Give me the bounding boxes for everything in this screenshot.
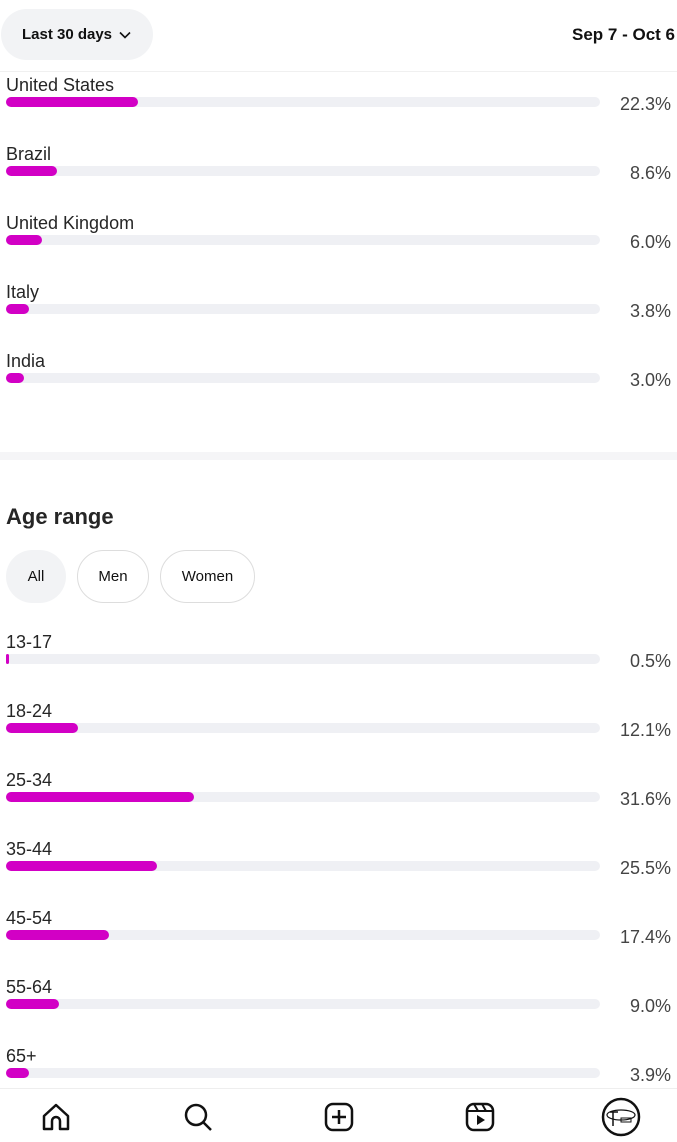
stat-row: India 3.0% [0, 351, 677, 420]
bar-fill [6, 166, 58, 176]
row-label: United States [6, 75, 115, 95]
bar-fill [6, 97, 139, 107]
stat-row: 25-34 31.6% [0, 770, 677, 839]
chevron-down-icon [119, 31, 131, 39]
filter-women[interactable]: Women [160, 550, 255, 603]
bar-fill [6, 792, 194, 802]
bar-fill [6, 930, 110, 940]
section-divider [0, 452, 677, 460]
bar-fill [6, 999, 60, 1009]
bar-fill [6, 373, 24, 383]
stat-row: United Kingdom 6.0% [0, 213, 677, 282]
row-percent: 12.1% [619, 720, 671, 740]
stat-row: 65+ 3.9% [0, 1046, 677, 1115]
create-icon[interactable] [323, 1101, 355, 1138]
bar-fill [6, 861, 158, 871]
row-percent: 3.9% [629, 1065, 671, 1085]
date-range-text: Sep 7 - Oct 6 [572, 25, 675, 44]
home-icon[interactable] [40, 1101, 72, 1138]
row-label: Italy [6, 282, 40, 302]
row-label: 18-24 [6, 701, 53, 721]
date-range-dropdown[interactable]: Last 30 days [1, 9, 153, 60]
row-percent: 0.5% [629, 651, 671, 671]
bottom-nav [0, 1088, 677, 1140]
stat-row: United States 22.3% [0, 75, 677, 144]
row-percent: 3.8% [629, 301, 671, 321]
bar-fill [6, 304, 29, 314]
bar-track [6, 723, 600, 733]
filter-label: Women [181, 568, 234, 585]
row-percent: 22.3% [619, 94, 671, 114]
stat-row: Italy 3.8% [0, 282, 677, 351]
bar-fill [6, 235, 42, 245]
bar-track [6, 999, 600, 1009]
row-percent: 17.4% [619, 927, 671, 947]
stat-row: 55-64 9.0% [0, 977, 677, 1046]
filter-label: All [27, 568, 45, 585]
row-percent: 8.6% [629, 163, 671, 183]
stat-row: 13-17 0.5% [0, 632, 677, 701]
bar-track [6, 654, 600, 664]
filter-all[interactable]: All [6, 550, 66, 603]
date-range-label: Last 30 days [21, 26, 113, 43]
row-label: 65+ [6, 1046, 37, 1066]
bar-fill [6, 1068, 30, 1078]
stat-row: Brazil 8.6% [0, 144, 677, 213]
bar-fill [6, 654, 9, 664]
row-percent: 3.0% [629, 370, 671, 390]
bar-track [6, 97, 600, 107]
reels-icon[interactable] [464, 1101, 496, 1138]
row-label: 35-44 [6, 839, 53, 859]
bar-track [6, 235, 600, 245]
bar-track [6, 792, 600, 802]
age-range-title: Age range [6, 504, 114, 529]
row-percent: 31.6% [619, 789, 671, 809]
row-label: United Kingdom [6, 213, 135, 233]
row-label: 45-54 [6, 908, 53, 928]
row-percent: 25.5% [619, 858, 671, 878]
row-label: 25-34 [6, 770, 53, 790]
bar-track [6, 166, 600, 176]
profile-avatar[interactable] [601, 1097, 641, 1142]
header: Last 30 days Sep 7 - Oct 6 [0, 0, 677, 72]
row-label: Brazil [6, 144, 52, 164]
bar-track [6, 373, 600, 383]
bar-track [6, 861, 600, 871]
row-label: 13-17 [6, 632, 53, 652]
row-percent: 9.0% [629, 996, 671, 1016]
row-percent: 6.0% [629, 232, 671, 252]
row-label: 55-64 [6, 977, 53, 997]
stat-row: 35-44 25.5% [0, 839, 677, 908]
bar-fill [6, 723, 78, 733]
stat-row: 45-54 17.4% [0, 908, 677, 977]
search-icon[interactable] [182, 1101, 214, 1138]
row-label: India [6, 351, 46, 371]
bar-track [6, 930, 600, 940]
bar-track [6, 304, 600, 314]
bar-track [6, 1068, 600, 1078]
filter-men[interactable]: Men [77, 550, 149, 603]
stat-row: 18-24 12.1% [0, 701, 677, 770]
filter-label: Men [98, 568, 128, 585]
